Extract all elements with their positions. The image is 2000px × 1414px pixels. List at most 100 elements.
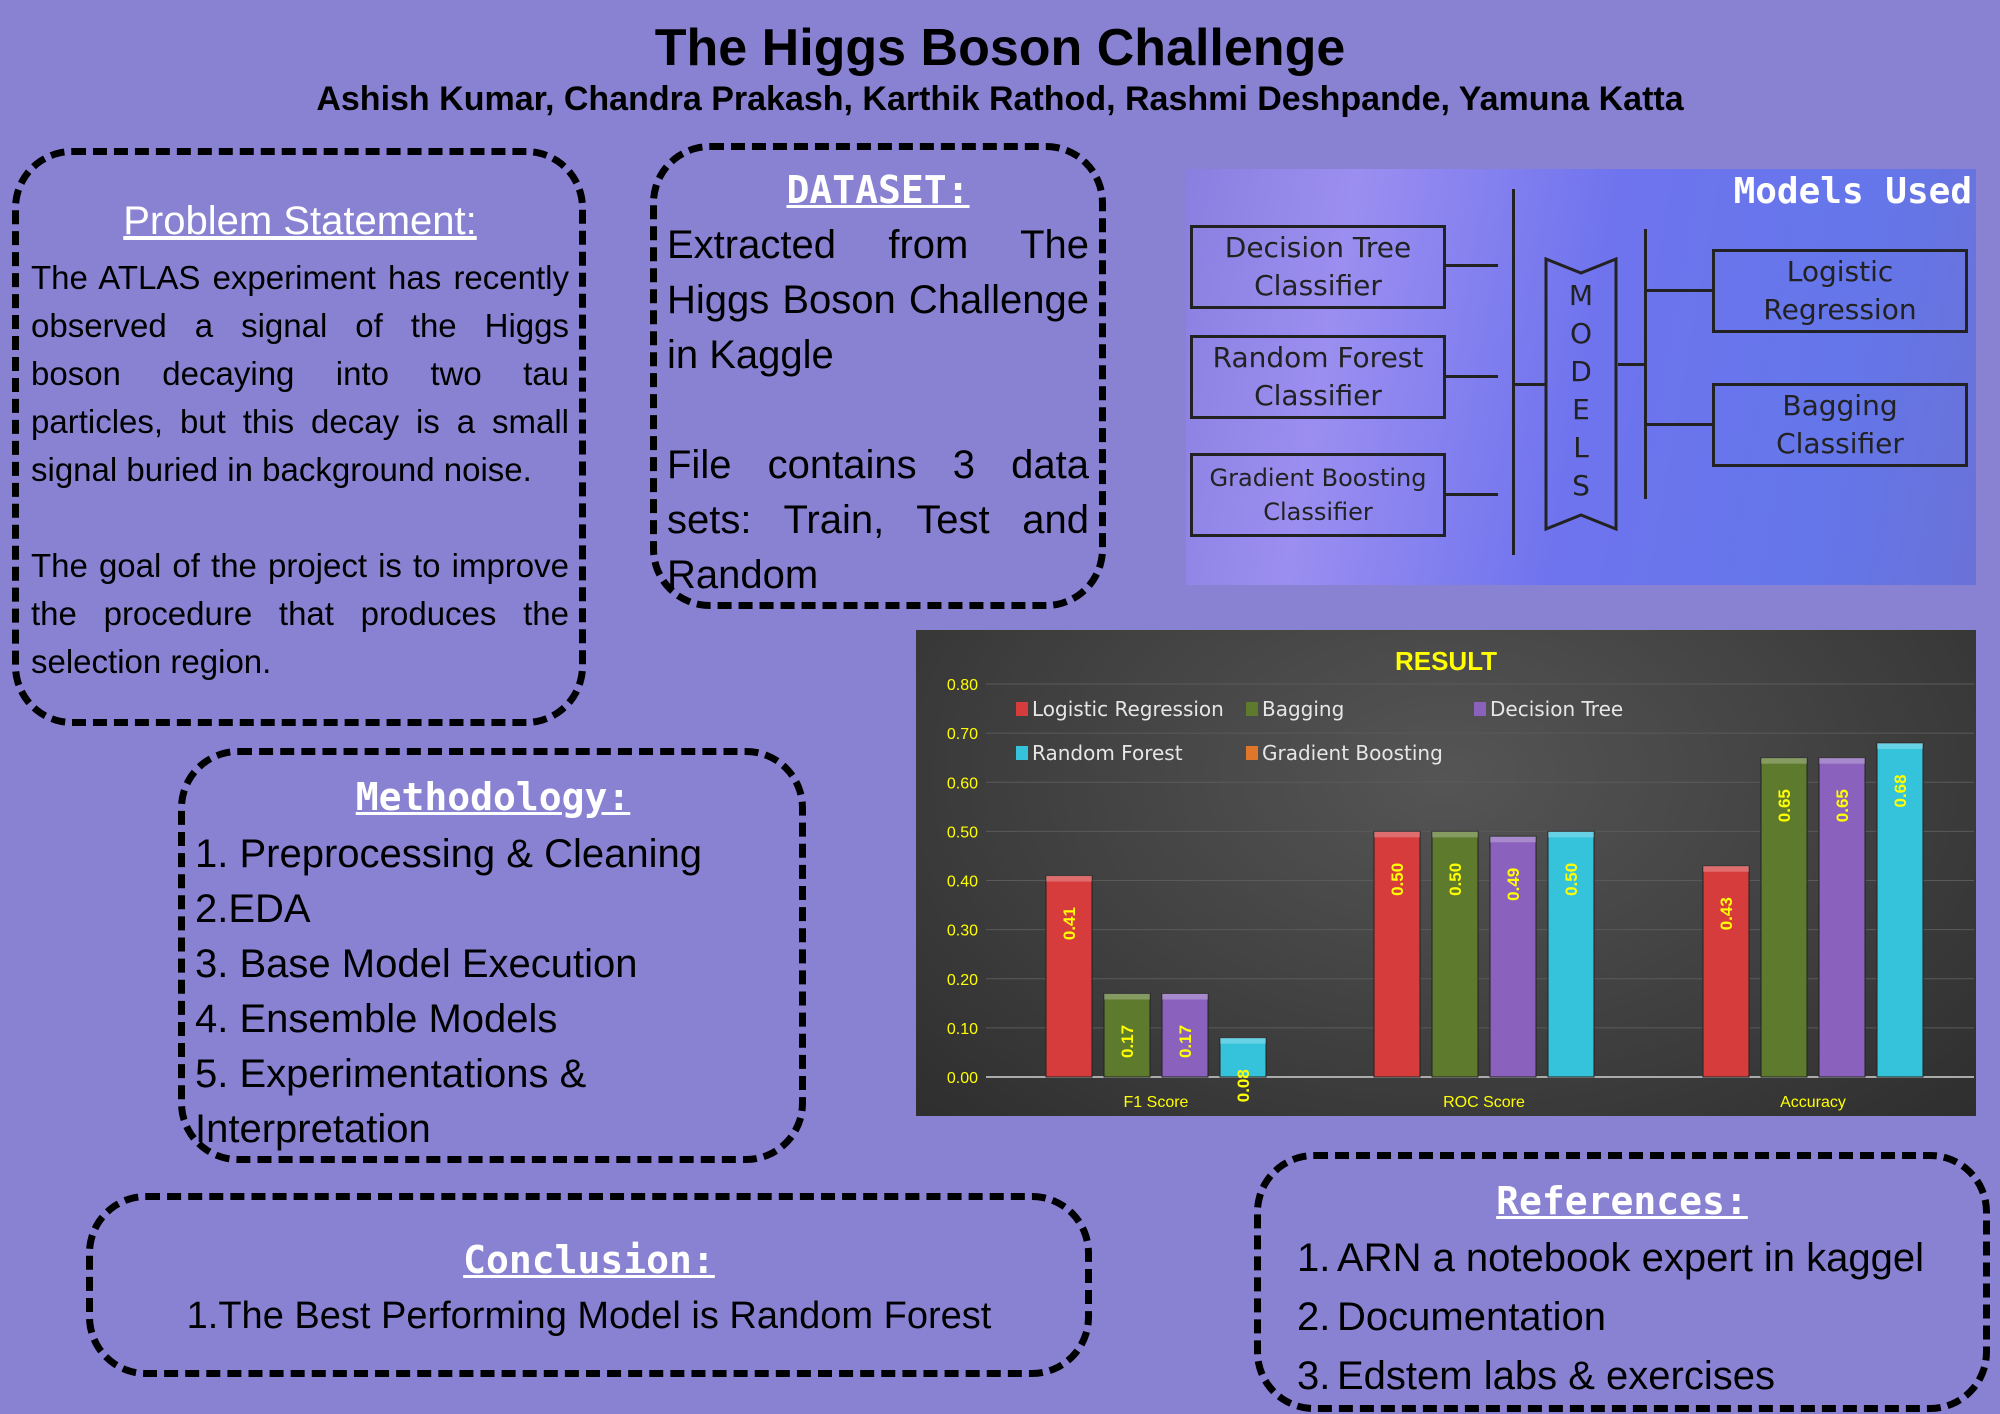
reference-number: 2. bbox=[1297, 1295, 1331, 1339]
data-label: 0.49 bbox=[1504, 868, 1523, 901]
models-letter: D bbox=[1570, 355, 1592, 388]
y-tick-label: 0.50 bbox=[947, 824, 978, 841]
models-letter: O bbox=[1569, 317, 1593, 350]
legend-swatch bbox=[1474, 702, 1486, 716]
bar bbox=[1760, 757, 1808, 1078]
data-label: 0.43 bbox=[1717, 897, 1736, 930]
model-box-logistic-regression: Logistic Regression bbox=[1712, 249, 1968, 333]
bar-top-highlight bbox=[1162, 993, 1208, 1000]
conclusion-panel: Conclusion: 1.The Best Performing Model … bbox=[86, 1193, 1092, 1377]
model-label: Regression bbox=[1763, 293, 1917, 326]
bar-top-highlight bbox=[1877, 742, 1923, 749]
models-letter: S bbox=[1572, 469, 1590, 502]
bar-top-highlight bbox=[1548, 831, 1594, 838]
conclusion-item: 1.The Best Performing Model is Random Fo… bbox=[186, 1295, 992, 1337]
models-used-title: Models Used bbox=[1733, 171, 1972, 212]
bar-top-highlight bbox=[1761, 757, 1807, 764]
legend-swatch bbox=[1246, 702, 1258, 716]
data-label: 0.50 bbox=[1446, 863, 1465, 896]
models-letter: M bbox=[1568, 279, 1594, 312]
methodology-item: 2.EDA bbox=[195, 887, 311, 931]
bar bbox=[1818, 757, 1866, 1078]
model-box-random-forest: Random Forest Classifier bbox=[1190, 335, 1446, 419]
y-tick-label: 0.10 bbox=[947, 1021, 978, 1038]
model-label: Classifier bbox=[1263, 498, 1373, 526]
reference-text: ARN a notebook expert in kaggel bbox=[1337, 1236, 1925, 1280]
bar-top-highlight bbox=[1374, 831, 1420, 838]
methodology-item: 1. Preprocessing & Cleaning bbox=[195, 832, 702, 876]
dataset-para-1: Extracted from The Higgs Boson Challenge… bbox=[667, 223, 1089, 377]
problem-statement-heading: Problem Statement: bbox=[123, 199, 477, 243]
references-heading: References: bbox=[1496, 1179, 1748, 1223]
y-tick-label: 0.70 bbox=[947, 726, 978, 743]
methodology-panel: Methodology: 1. Preprocessing & Cleaning… bbox=[178, 748, 806, 1163]
model-label: Logistic bbox=[1786, 255, 1894, 288]
bar bbox=[1702, 865, 1750, 1078]
dataset-para-2: File contains 3 data sets: Train, Test a… bbox=[667, 443, 1089, 597]
data-label: 0.65 bbox=[1775, 789, 1794, 822]
legend-label: Gradient Boosting bbox=[1262, 741, 1443, 765]
dataset-panel: DATASET: Extracted from The Higgs Boson … bbox=[650, 143, 1106, 609]
conclusion-heading: Conclusion: bbox=[463, 1238, 715, 1282]
y-tick-label: 0.80 bbox=[947, 677, 978, 694]
bar bbox=[1045, 875, 1093, 1078]
methodology-item: 4. Ensemble Models bbox=[195, 997, 558, 1041]
data-label: 0.41 bbox=[1060, 907, 1079, 940]
y-tick-label: 0.60 bbox=[947, 775, 978, 792]
bar bbox=[1489, 835, 1537, 1078]
bar bbox=[1161, 992, 1209, 1078]
bar-top-highlight bbox=[1104, 993, 1150, 1000]
data-label: 0.65 bbox=[1833, 789, 1852, 822]
models-letter: E bbox=[1572, 393, 1590, 426]
model-label: Random Forest bbox=[1212, 341, 1424, 374]
problem-statement-para-2: The goal of the project is to improve th… bbox=[31, 547, 569, 680]
legend-swatch bbox=[1016, 702, 1028, 716]
y-tick-label: 0.00 bbox=[947, 1070, 978, 1087]
reference-number: 3. bbox=[1297, 1354, 1331, 1398]
model-label: Bagging bbox=[1782, 389, 1898, 422]
bar-top-highlight bbox=[1490, 836, 1536, 843]
model-label: Decision Tree bbox=[1224, 231, 1412, 264]
dataset-heading: DATASET: bbox=[786, 168, 970, 212]
models-used-diagram: Models Used Decision Tree Classifier Rand… bbox=[1186, 169, 1976, 585]
models-letter: L bbox=[1573, 431, 1589, 464]
legend-label: Decision Tree bbox=[1490, 697, 1623, 721]
bar-top-highlight bbox=[1220, 1037, 1266, 1044]
bar-top-highlight bbox=[1819, 757, 1865, 764]
legend-label: Random Forest bbox=[1032, 741, 1183, 765]
bar-top-highlight bbox=[1432, 831, 1478, 838]
bar-top-highlight bbox=[1046, 875, 1092, 882]
result-chart: RESULT 0.00 0.10 0.20 0.30 0.40 0.50 0.60 0.70 0.… bbox=[916, 630, 1976, 1116]
model-label: Classifier bbox=[1254, 269, 1382, 302]
model-label: Classifier bbox=[1254, 379, 1382, 412]
bar bbox=[1547, 830, 1595, 1078]
bar bbox=[1373, 830, 1421, 1078]
poster-title: The Higgs Boson Challenge bbox=[654, 19, 1346, 77]
category-label: Accuracy bbox=[1780, 1094, 1846, 1111]
poster-authors: Ashish Kumar, Chandra Prakash, Karthik R… bbox=[316, 80, 1684, 118]
methodology-heading: Methodology: bbox=[355, 775, 631, 819]
data-label: 0.68 bbox=[1891, 774, 1910, 807]
problem-statement-para-1: The ATLAS experiment has recently observ… bbox=[31, 259, 569, 488]
model-label: Classifier bbox=[1776, 427, 1904, 460]
model-box-decision-tree: Decision Tree Classifier bbox=[1190, 225, 1446, 309]
reference-number: 1. bbox=[1297, 1236, 1331, 1280]
reference-text: Edstem labs & exercises bbox=[1337, 1354, 1775, 1398]
reference-item: 1. ARN a notebook expert in kaggel bbox=[1297, 1229, 1975, 1288]
category-label: F1 Score bbox=[1124, 1094, 1189, 1111]
y-tick-label: 0.30 bbox=[947, 923, 978, 940]
data-label: 0.50 bbox=[1562, 863, 1581, 896]
reference-item: 2. Documentation bbox=[1297, 1288, 1975, 1347]
legend-swatch bbox=[1016, 746, 1028, 760]
model-label: Gradient Boosting bbox=[1209, 464, 1427, 492]
category-label: ROC Score bbox=[1443, 1094, 1525, 1111]
data-label: 0.17 bbox=[1176, 1025, 1195, 1058]
chart-title: RESULT bbox=[1395, 646, 1497, 676]
bar bbox=[1219, 1037, 1267, 1078]
bar-top-highlight bbox=[1703, 865, 1749, 872]
reference-text: Documentation bbox=[1337, 1295, 1607, 1339]
methodology-item: 3. Base Model Execution bbox=[195, 942, 638, 986]
y-tick-label: 0.40 bbox=[947, 874, 978, 891]
y-tick-label: 0.20 bbox=[947, 972, 978, 989]
problem-statement-panel: Problem Statement: The ATLAS experiment … bbox=[12, 148, 586, 726]
